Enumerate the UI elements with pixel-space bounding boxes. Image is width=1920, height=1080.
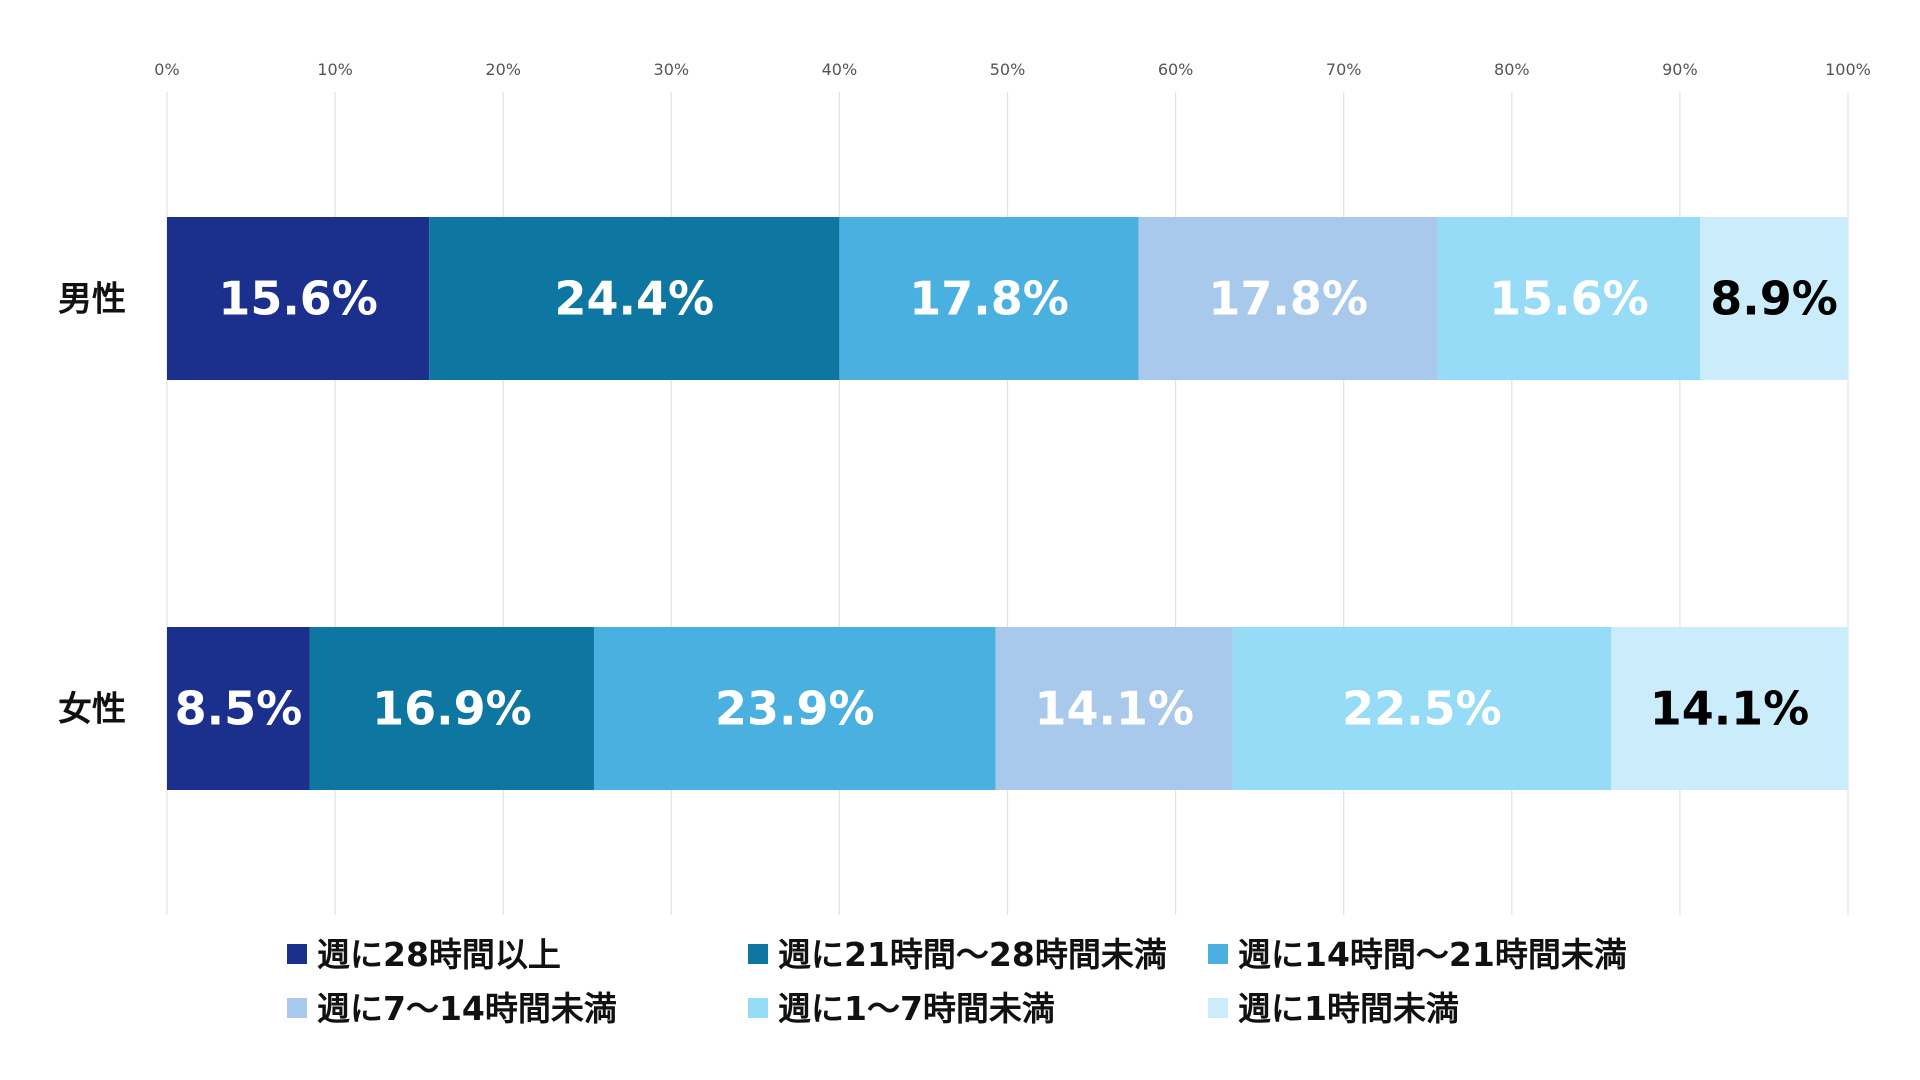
legend-label: 週に21時間〜28時間未満	[778, 935, 1167, 974]
bar-segment	[1138, 217, 1438, 380]
legend-label: 週に28時間以上	[317, 935, 561, 974]
x-tick-label: 10%	[317, 60, 353, 79]
bar-segment	[167, 627, 310, 790]
bar-segment	[1610, 627, 1848, 790]
category-label: 男性	[58, 280, 126, 320]
x-tick-label: 50%	[990, 60, 1026, 79]
bar-segment	[1232, 627, 1611, 790]
bar-segment	[593, 627, 996, 790]
x-tick-label: 80%	[1494, 60, 1530, 79]
data-label: 17.8%	[909, 272, 1069, 326]
legend-swatch	[1208, 998, 1228, 1018]
legend-label: 週に1〜7時間未満	[778, 989, 1055, 1028]
legend-swatch	[748, 998, 768, 1018]
x-tick-label: 30%	[654, 60, 690, 79]
gridlines	[166, 92, 1849, 915]
bar-segment	[1700, 217, 1848, 380]
legend-swatch	[748, 944, 768, 964]
legend-label: 週に7〜14時間未満	[317, 989, 617, 1028]
data-label: 23.9%	[715, 682, 875, 736]
x-tick-label: 40%	[822, 60, 858, 79]
data-label: 8.9%	[1710, 272, 1838, 326]
data-label: 14.1%	[1034, 682, 1194, 736]
legend: 週に28時間以上 週に21時間〜28時間未満 週に14時間〜21時間未満週に7〜14…	[287, 935, 1627, 1028]
x-tick-label: 100%	[1825, 60, 1871, 79]
bar-segment	[167, 217, 430, 380]
bar-segment	[1437, 217, 1701, 380]
bar-segment	[839, 217, 1139, 380]
x-tick-label: 90%	[1662, 60, 1698, 79]
data-label: 22.5%	[1342, 682, 1502, 736]
legend-label: 週に1時間未満	[1238, 989, 1459, 1028]
x-tick-label: 0%	[154, 60, 179, 79]
x-tick-label: 70%	[1326, 60, 1362, 79]
category-label: 女性	[58, 690, 126, 730]
bar-segment	[309, 627, 594, 790]
data-label: 14.1%	[1650, 682, 1810, 736]
data-label: 17.8%	[1208, 272, 1368, 326]
data-label: 15.6%	[218, 272, 378, 326]
legend-swatch	[287, 944, 307, 964]
legend-swatch	[287, 998, 307, 1018]
legend-label: 週に14時間〜21時間未満	[1238, 935, 1627, 974]
data-label: 16.9%	[372, 682, 532, 736]
x-axis-ticks: 0% 10% 20% 30% 40% 50% 60% 70% 80% 90% 100%	[154, 60, 1871, 79]
bars: 15.6% 24.4% 17.8% 17.8% 15.6% 8.9% 8.5% 16.9% 23…	[167, 217, 1848, 790]
bar-segment	[995, 627, 1233, 790]
data-label: 24.4%	[555, 272, 715, 326]
data-label: 8.5%	[175, 682, 303, 736]
legend-swatch	[1208, 944, 1228, 964]
x-tick-label: 60%	[1158, 60, 1194, 79]
data-label: 15.6%	[1489, 272, 1649, 326]
x-tick-label: 20%	[485, 60, 521, 79]
bar-segment	[429, 217, 840, 380]
